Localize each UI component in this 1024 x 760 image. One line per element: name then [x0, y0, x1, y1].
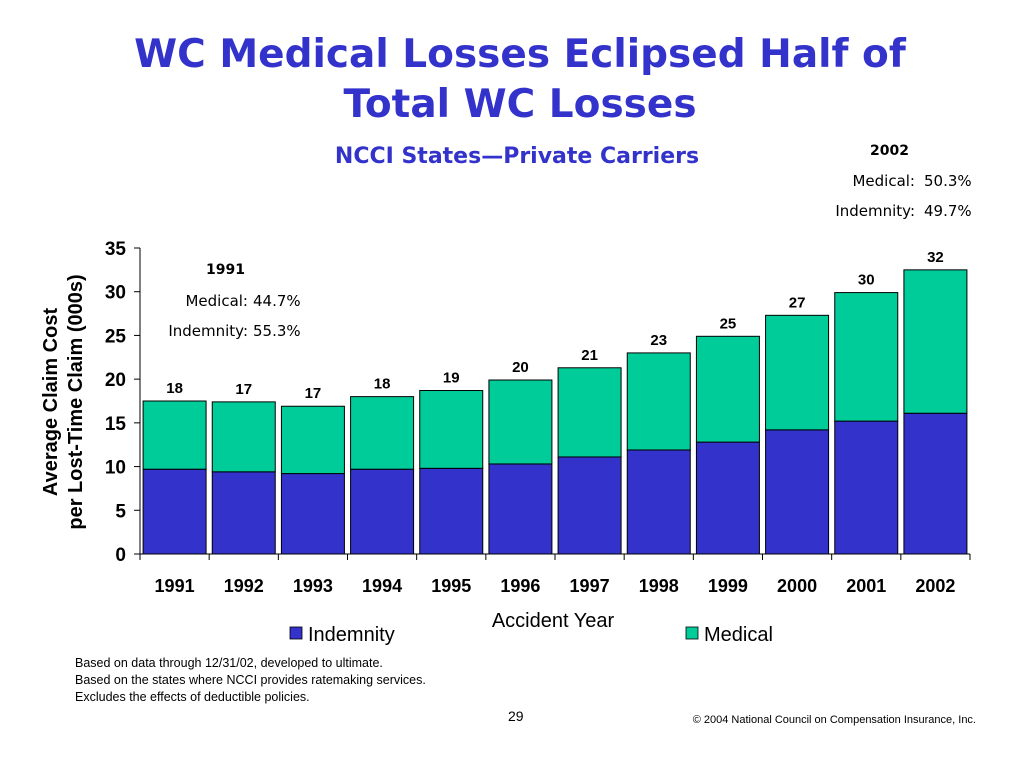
bar-medical-2000	[765, 314, 830, 431]
callout-1991-medical-value: 44.7%	[253, 292, 301, 310]
total-label-2002: 32	[927, 249, 944, 266]
bar-indemnity-1991	[142, 468, 207, 555]
y-tick-label-15: 15	[105, 414, 127, 435]
bar-medical-1994	[350, 396, 415, 470]
total-label-1998: 23	[650, 332, 667, 349]
x-tick-label-2001: 2001	[846, 576, 886, 596]
x-tick-label-1995: 1995	[431, 576, 471, 596]
bar-indemnity-1996	[488, 463, 553, 555]
callout-1991-year: 1991	[206, 262, 245, 278]
total-label-2000: 27	[789, 294, 806, 311]
callout-1991: 1991 Medical: 44.7% Indemnity: 55.3%	[140, 260, 320, 345]
bars-group: 18 17 17 18 19 20 21 23 25 27 30 32	[142, 249, 968, 555]
bar-indemnity-2002	[903, 412, 968, 555]
total-label-1993: 17	[305, 385, 322, 402]
total-label-1995: 19	[443, 370, 460, 387]
bar-medical-1996	[488, 379, 553, 465]
total-label-2001: 30	[858, 272, 875, 289]
x-tick-label-2000: 2000	[777, 576, 817, 596]
x-tick-label-1999: 1999	[708, 576, 748, 596]
footnote-2: Based on the states where NCCI provides …	[75, 673, 426, 687]
x-tick-label-1993: 1993	[293, 576, 333, 596]
total-label-1997: 21	[581, 347, 598, 364]
title-line-1: WC Medical Losses Eclipsed Half of	[134, 32, 906, 77]
y-tick-label-10: 10	[105, 458, 126, 479]
x-tick-label-1998: 1998	[639, 576, 679, 596]
bar-indemnity-1998	[626, 449, 691, 555]
slide-subtitle: NCCI States—Private Carriers	[334, 144, 700, 169]
callout-2002-indemnity-value: 49.7%	[924, 202, 972, 220]
legend-label-indemnity: Indemnity	[308, 624, 395, 646]
x-axis-label: Accident Year	[492, 610, 615, 632]
bar-indemnity-1993	[280, 473, 345, 555]
bar-indemnity-1997	[557, 456, 622, 555]
bar-medical-2001	[834, 292, 899, 422]
y-axis-label-line-1: Average Claim Cost	[40, 308, 62, 497]
bar-medical-1993	[280, 405, 345, 475]
y-tick-label-5: 5	[115, 501, 126, 522]
footnote-1: Based on data through 12/31/02, develope…	[75, 656, 383, 670]
callout-1991-indemnity-value: 55.3%	[253, 322, 301, 340]
bar-medical-1999	[695, 335, 760, 443]
x-tick-label-2002: 2002	[915, 576, 955, 596]
y-tick-label-30: 30	[105, 283, 126, 304]
x-tick-label-1996: 1996	[500, 576, 540, 596]
total-label-1992: 17	[235, 381, 252, 398]
callout-2002-medical-value: 50.3%	[924, 172, 972, 190]
callout-1991-medical-label: Medical:	[185, 292, 248, 310]
x-tick-label-1992: 1992	[224, 576, 264, 596]
bar-indemnity-1994	[350, 468, 415, 555]
x-tick-label-1997: 1997	[570, 576, 610, 596]
total-label-1991: 18	[166, 380, 183, 397]
callout-2002-medical-label: Medical:	[852, 172, 915, 190]
copyright-notice: © 2004 National Council on Compensation …	[692, 714, 976, 726]
callout-2002-year: 2002	[870, 143, 909, 159]
y-tick-label-0: 0	[115, 545, 126, 566]
title-line-2: Total WC Losses	[343, 82, 697, 127]
legend-label-medical: Medical	[704, 624, 773, 646]
bar-indemnity-2000	[765, 429, 830, 555]
bar-medical-2002	[903, 269, 968, 414]
bar-indemnity-1995	[419, 467, 484, 555]
footnotes: Based on data through 12/31/02, develope…	[75, 655, 426, 706]
callout-2002-indemnity-label: Indemnity:	[835, 202, 915, 220]
legend: Indemnity Medical	[289, 624, 773, 646]
axes-group: 1991 1992 1993 1994 1995 1996 1997 1998 1999 2000…	[105, 239, 971, 596]
y-axis-label-line-2: per Lost-Time Claim (000s)	[65, 274, 87, 529]
bar-indemnity-1992	[211, 471, 276, 555]
bar-medical-1992	[211, 401, 276, 473]
bar-medical-1995	[419, 390, 484, 469]
callout-2002: 2002 Medical: 50.3% Indemnity: 49.7%	[800, 140, 990, 220]
total-label-1996: 20	[512, 359, 529, 376]
legend-swatch-indemnity	[289, 626, 303, 640]
slide-title: WC Medical Losses Eclipsed Half of Total…	[0, 30, 1024, 130]
y-tick-label-25: 25	[105, 326, 127, 347]
y-tick-label-35: 35	[105, 239, 127, 260]
total-label-1999: 25	[720, 315, 737, 332]
bar-medical-1997	[557, 367, 622, 458]
x-tick-label-1991: 1991	[155, 576, 195, 596]
bar-indemnity-2001	[834, 420, 899, 555]
bar-medical-1991	[142, 400, 207, 470]
bar-medical-1998	[626, 352, 691, 451]
legend-swatch-medical	[685, 626, 699, 640]
total-label-1994: 18	[374, 376, 391, 393]
bar-indemnity-1999	[695, 441, 760, 555]
footnote-3: Excludes the effects of deductible polic…	[75, 690, 310, 704]
callout-1991-indemnity-label: Indemnity:	[168, 322, 248, 340]
x-tick-label-1994: 1994	[362, 576, 402, 596]
y-tick-label-20: 20	[105, 370, 126, 391]
page-number: 29	[508, 708, 524, 724]
